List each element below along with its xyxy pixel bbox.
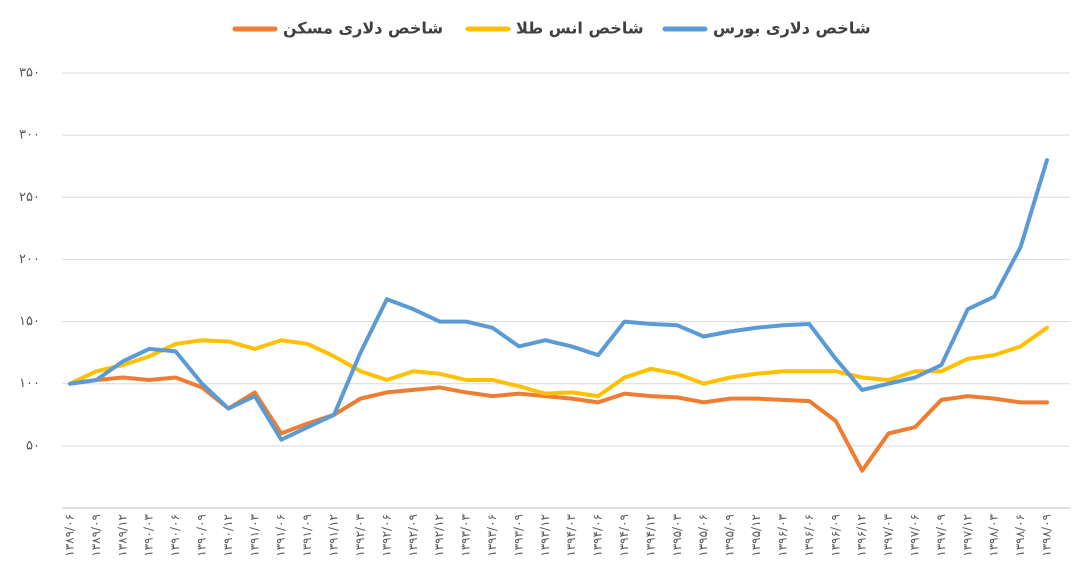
x-tick-label: ۱۳۹۷/۰۶ xyxy=(907,514,921,557)
x-tick-label: ۱۳۹۶/۰۳ xyxy=(775,513,789,556)
series-line xyxy=(68,158,1049,442)
x-tick-label: ۱۳۸۹/۰۹ xyxy=(89,514,103,557)
x-tick-label: ۱۳۹۴/۰۹ xyxy=(617,514,631,557)
x-tick-label: ۱۳۹۱/۰۹ xyxy=(300,514,314,557)
x-tick-label: ۱۳۹۱/۰۳ xyxy=(247,513,261,556)
x-tick-label: ۱۳۹۵/۰۳ xyxy=(670,513,684,556)
x-tick-label: ۱۳۹۸/۰۳ xyxy=(987,513,1001,556)
x-tick-label: ۱۳۹۲/۱۲ xyxy=(432,514,446,557)
y-tick-label: ۳۵۰ xyxy=(19,66,40,81)
x-tick-label: ۱۳۹۲/۰۶ xyxy=(379,514,393,557)
y-tick-label: ۱۵۰ xyxy=(19,314,40,329)
x-tick-label: ۱۳۹۳/۰۶ xyxy=(485,514,499,557)
y-tick-label: ۲۰۰ xyxy=(19,252,40,267)
x-tick-label: ۱۳۹۵/۰۶ xyxy=(696,514,710,557)
y-tick-label: ۱۰۰ xyxy=(19,376,40,391)
legend-label: شاخص دلاری مسکن xyxy=(283,19,443,38)
y-tick-label: ۲۵۰ xyxy=(19,190,40,205)
x-tick-label: ۱۳۹۰/۱۲ xyxy=(221,514,235,557)
legend-label: شاخص دلاری بورس xyxy=(713,19,871,38)
x-tick-label: ۱۳۹۵/۰۹ xyxy=(723,514,737,557)
x-tick-label: ۱۳۹۷/۰۹ xyxy=(934,514,948,557)
x-tick-label: ۱۳۸۹/۰۶ xyxy=(63,514,77,557)
x-tick-label: ۱۳۹۱/۰۶ xyxy=(274,514,288,557)
x-tick-label: ۱۳۹۶/۰۶ xyxy=(802,514,816,557)
x-tick-label: ۱۳۹۳/۰۳ xyxy=(459,513,473,556)
x-tick-label: ۱۳۹۴/۱۲ xyxy=(643,514,657,557)
x-tick-label: ۱۳۹۷/۱۲ xyxy=(960,514,974,557)
x-tick-label: ۱۳۹۰/۰۶ xyxy=(168,514,182,557)
x-tick-label: ۱۳۹۸/۰۹ xyxy=(1040,514,1054,557)
x-tick-label: ۱۳۹۷/۰۳ xyxy=(881,513,895,556)
y-tick-label: ۵۰ xyxy=(26,438,40,453)
x-tick-label: ۱۳۹۱/۱۲ xyxy=(327,514,341,557)
x-tick-label: ۱۳۸۹/۱۲ xyxy=(115,514,129,557)
x-tick-label: ۱۳۹۰/۰۹ xyxy=(195,514,209,557)
x-tick-label: ۱۳۹۸/۰۶ xyxy=(1013,514,1027,557)
series-line xyxy=(68,325,1049,399)
x-tick-label: ۱۳۹۲/۰۹ xyxy=(406,514,420,557)
x-tick-label: ۱۳۹۶/۰۹ xyxy=(828,514,842,557)
x-tick-label: ۱۳۹۳/۱۲ xyxy=(538,514,552,557)
x-tick-label: ۱۳۹۵/۱۲ xyxy=(749,514,763,557)
y-tick-label: ۳۰۰ xyxy=(19,128,40,143)
x-tick-label: ۱۳۹۲/۰۳ xyxy=(353,513,367,556)
x-tick-label: ۱۳۹۶/۱۲ xyxy=(855,514,869,557)
legend-label: شاخص انس طلا xyxy=(516,19,644,38)
x-tick-label: ۱۳۹۰/۰۳ xyxy=(142,513,156,556)
x-tick-label: ۱۳۹۳/۰۹ xyxy=(511,514,525,557)
x-tick-label: ۱۳۹۴/۰۳ xyxy=(564,513,578,556)
x-tick-label: ۱۳۹۴/۰۶ xyxy=(591,514,605,557)
